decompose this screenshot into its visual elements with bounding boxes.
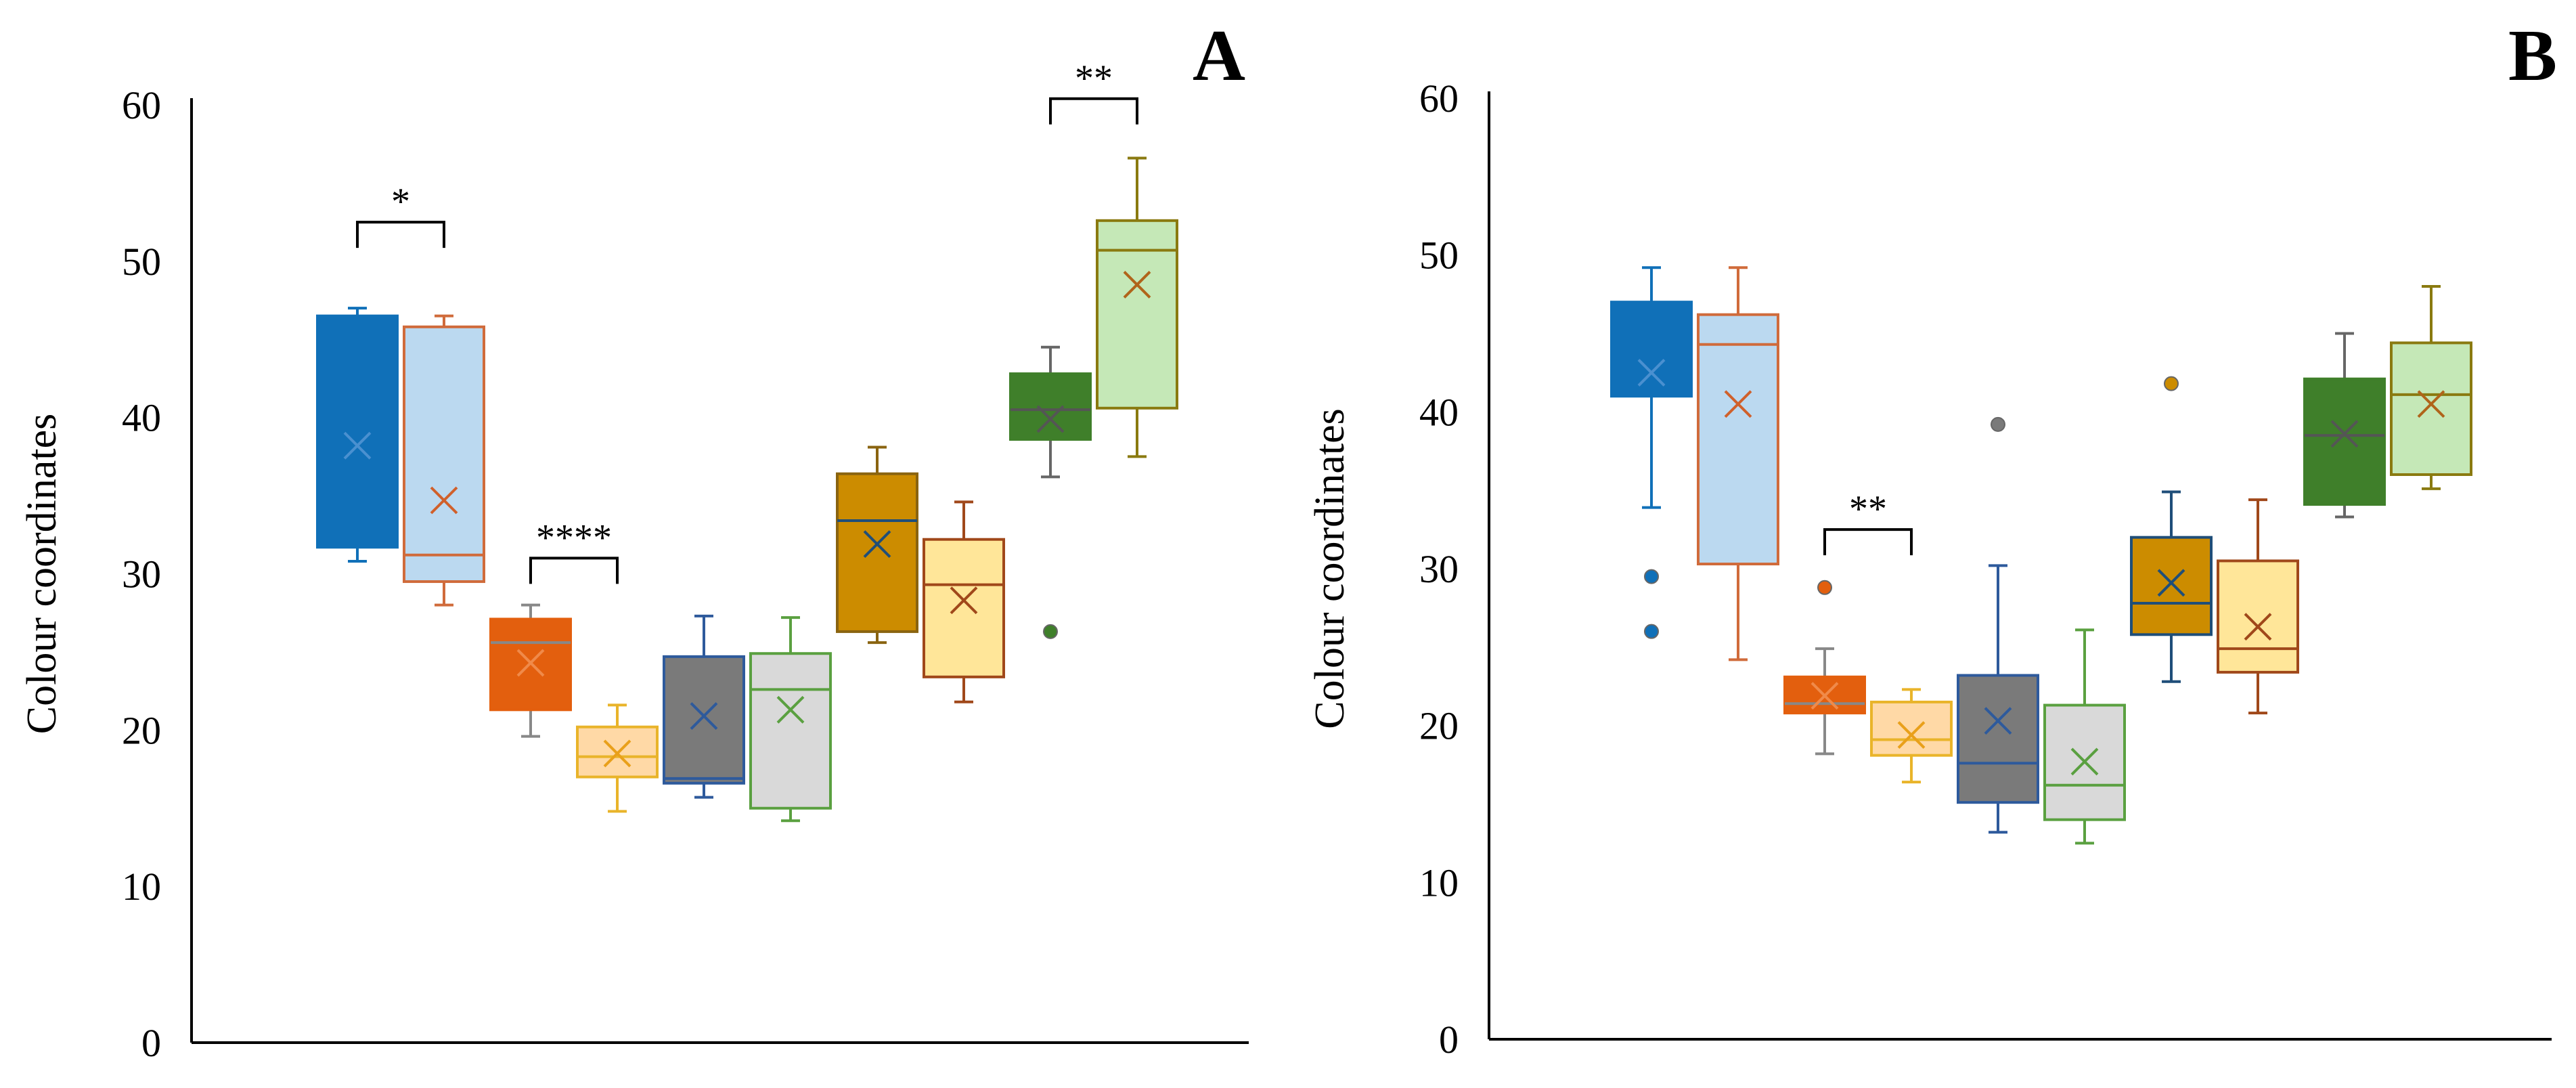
mean-marker	[690, 702, 718, 730]
box	[1096, 219, 1178, 410]
box	[1957, 674, 2039, 804]
mean-marker	[430, 486, 458, 515]
box	[663, 655, 745, 785]
box	[2130, 536, 2213, 636]
y-tick-label: 60	[122, 83, 161, 127]
box	[1009, 372, 1092, 441]
mean-marker	[2244, 613, 2272, 641]
mean-marker	[1637, 359, 1666, 387]
outlier-point	[1644, 624, 1659, 639]
y-tick-label: 60	[1419, 77, 1459, 121]
significance-label: **	[1075, 58, 1113, 100]
y-tick-label: 50	[122, 240, 161, 284]
box-group	[1009, 345, 1092, 639]
box-group	[403, 314, 485, 607]
y-tick-label: 30	[122, 552, 161, 596]
y-tick-label: 0	[1439, 1018, 1459, 1062]
y-tick-label: 0	[141, 1021, 161, 1065]
box	[1870, 700, 1953, 757]
box-group	[316, 307, 399, 563]
box-group	[576, 703, 659, 813]
box	[1697, 313, 1779, 566]
y-tick-label: 20	[1419, 704, 1459, 748]
box	[923, 538, 1005, 678]
box-group	[2043, 628, 2126, 845]
y-tick-label: 50	[1419, 234, 1459, 278]
box-group	[1697, 266, 1779, 661]
mean-marker	[1724, 390, 1752, 418]
mean-marker	[863, 530, 891, 559]
significance-label: ****	[536, 517, 612, 559]
mean-marker	[2330, 420, 2359, 448]
box-group	[2217, 498, 2299, 715]
y-tick-label: 10	[1419, 861, 1459, 905]
mean-marker	[343, 431, 372, 460]
mean-marker	[776, 695, 805, 724]
box	[2217, 559, 2299, 674]
box-group	[2303, 332, 2386, 519]
y-axis-title: Colour coordinates	[1307, 408, 1353, 729]
box	[836, 472, 918, 633]
y-tick-label: 20	[122, 708, 161, 752]
box-group	[1783, 580, 1866, 756]
mean-marker	[950, 586, 978, 615]
mean-marker	[1123, 271, 1151, 299]
box-group	[489, 603, 572, 738]
box-group	[1870, 688, 1953, 784]
box-group	[749, 616, 832, 823]
significance-bracket	[529, 557, 619, 584]
mean-marker	[1036, 405, 1065, 433]
box-group	[2130, 376, 2213, 683]
y-tick-label: 30	[1419, 547, 1459, 591]
box-group	[1610, 266, 1693, 639]
mean-marker	[603, 739, 631, 768]
mean-marker	[1984, 707, 2012, 735]
significance-bracket	[1823, 528, 1913, 556]
box	[749, 652, 832, 810]
outlier-point	[1644, 569, 1659, 584]
box-group	[923, 500, 1005, 703]
box	[2390, 341, 2472, 476]
box-group	[2390, 285, 2472, 490]
y-tick-label: 40	[1419, 390, 1459, 434]
mean-marker	[1897, 721, 1926, 749]
box-group	[1957, 416, 2039, 834]
significance-label: *	[391, 181, 410, 223]
box	[403, 325, 485, 584]
outlier-point	[2164, 376, 2179, 391]
box-group	[663, 614, 745, 799]
y-axis-title: Colour coordinates	[19, 414, 65, 735]
mean-marker	[2070, 747, 2099, 776]
box	[316, 314, 399, 549]
box-group	[1096, 156, 1178, 458]
panel-letter: B	[2508, 16, 2557, 96]
significance-bracket	[356, 221, 445, 248]
significance-label: **	[1849, 488, 1887, 530]
outlier-point	[1991, 416, 2005, 432]
significance-bracket	[1049, 97, 1138, 125]
y-tick-label: 40	[122, 396, 161, 440]
mean-marker	[2157, 569, 2185, 597]
panel-letter: A	[1193, 16, 1245, 96]
box-group	[836, 445, 918, 645]
mean-marker	[516, 649, 545, 677]
outlier-point	[1817, 580, 1832, 595]
box	[2303, 377, 2386, 506]
outlier-point	[1043, 624, 1058, 639]
y-tick-label: 10	[122, 865, 161, 909]
panel-b: 0 10 20 30 40 50 60 Colour coordinates B **	[1307, 16, 2557, 1062]
mean-marker	[2417, 390, 2445, 418]
box	[1610, 301, 1693, 398]
mean-marker	[1811, 682, 1839, 710]
